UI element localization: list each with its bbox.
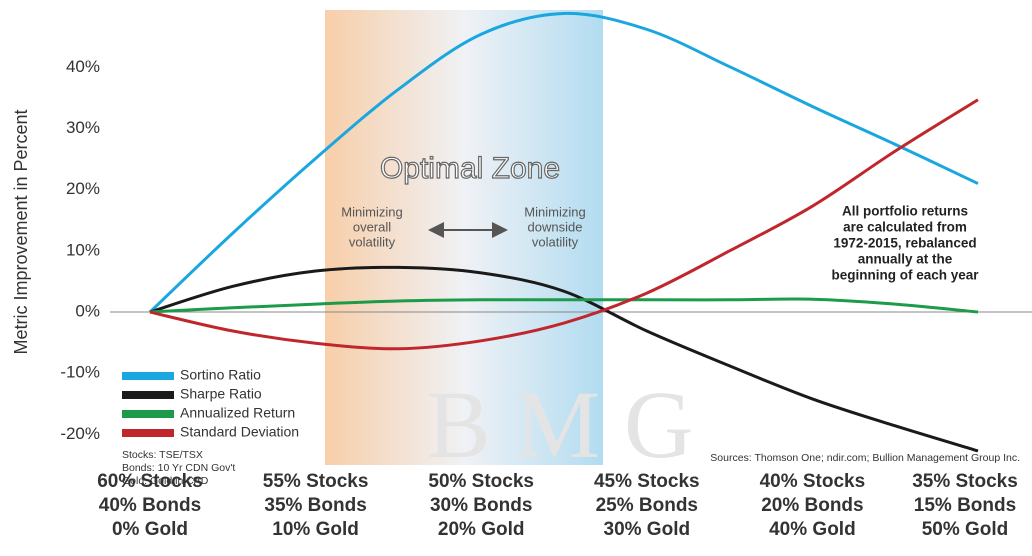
x-tick-label: 40% Bonds — [99, 495, 201, 516]
note-line: annually at the — [858, 252, 953, 267]
legend-swatch — [122, 372, 174, 380]
legend-label: Annualized Return — [180, 405, 295, 421]
x-tick-label: 20% Gold — [438, 519, 525, 540]
zone-left-line: overall — [353, 219, 391, 234]
y-tick-label: -10% — [60, 363, 100, 382]
legend-swatch — [122, 429, 174, 437]
zone-left-line: Minimizing — [341, 204, 402, 219]
legend-swatch — [122, 391, 174, 399]
watermark: B M G — [427, 371, 694, 478]
x-tick-label: 35% Stocks — [912, 471, 1018, 492]
zone-title: Optimal Zone — [380, 152, 560, 185]
zone-right-line: volatility — [532, 234, 579, 249]
legend-label: Sharpe Ratio — [180, 386, 262, 402]
line-series — [149, 265, 979, 453]
x-tick-label: 0% Gold — [112, 519, 188, 540]
y-tick-label: 20% — [66, 179, 100, 198]
x-tick-label: 60% Stocks — [97, 471, 203, 492]
x-tick-label: 50% Stocks — [428, 471, 534, 492]
y-tick-label: 40% — [66, 57, 100, 76]
x-tick-label: 55% Stocks — [263, 471, 369, 492]
x-tick-label: 40% Gold — [769, 519, 856, 540]
note-line: 1972-2015, rebalanced — [833, 236, 976, 251]
y-tick-label: 10% — [66, 240, 100, 259]
x-tick-label: 50% Gold — [922, 519, 1009, 540]
x-tick-label: 40% Stocks — [760, 471, 866, 492]
source: Sources: Thomson One; ndir.com; Bullion … — [710, 452, 1020, 464]
x-tick-label: 15% Bonds — [914, 495, 1016, 516]
legend-label: Standard Deviation — [180, 424, 299, 440]
line-series — [149, 297, 979, 314]
zone-right-line: downside — [528, 219, 583, 234]
x-tick-label: 10% Gold — [272, 519, 359, 540]
x-tick-label: 25% Bonds — [596, 495, 698, 516]
y-tick-label: -20% — [60, 424, 100, 443]
zone-right-line: Minimizing — [524, 204, 585, 219]
footnote: Bonds: 10 Yr CDN Gov't — [122, 462, 235, 474]
footnote: Stocks: TSE/TSX — [122, 449, 203, 461]
footnote: Gold: Gold in CAD — [122, 475, 209, 487]
note-line: are calculated from — [843, 220, 967, 235]
x-tick-label: 20% Bonds — [761, 495, 863, 516]
x-tick-label: 30% Gold — [604, 519, 691, 540]
x-tick-label: 45% Stocks — [594, 471, 700, 492]
y-axis-label: Metric Improvement in Percent — [11, 109, 31, 354]
x-tick-label: 35% Bonds — [264, 495, 366, 516]
line-series — [148, 11, 979, 314]
note-line: beginning of each year — [831, 268, 979, 283]
line-series — [149, 98, 979, 351]
note-line: All portfolio returns — [842, 204, 968, 219]
legend-label: Sortino Ratio — [180, 367, 261, 383]
zone-left-line: volatility — [349, 234, 396, 249]
x-tick-label: 30% Bonds — [430, 495, 532, 516]
y-tick-label: 0% — [75, 302, 100, 321]
legend-swatch — [122, 410, 174, 418]
y-tick-label: 30% — [66, 118, 100, 137]
